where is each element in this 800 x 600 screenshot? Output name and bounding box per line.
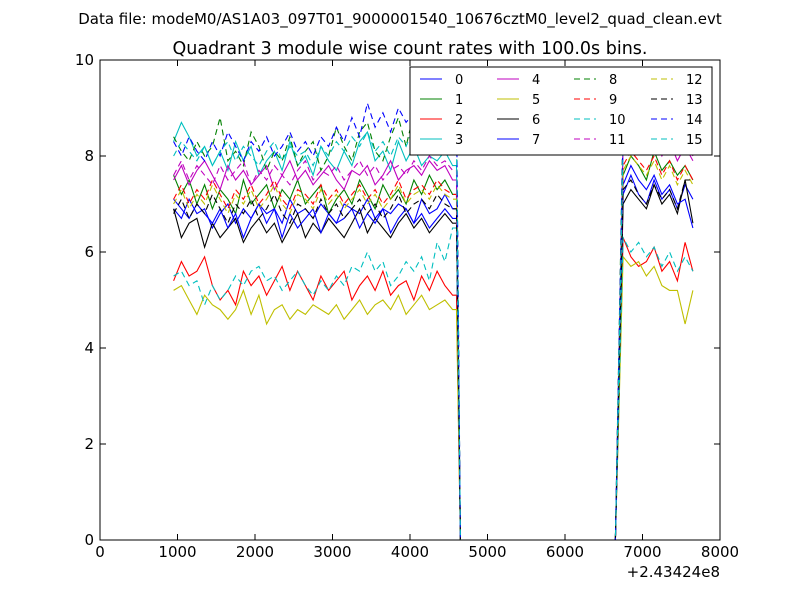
- legend-label-3: 3: [455, 133, 463, 148]
- legend-label-9: 9: [609, 93, 617, 108]
- legend-label-6: 6: [532, 113, 540, 128]
- legend-label-12: 12: [686, 73, 703, 88]
- series-line-9: [173, 150, 694, 540]
- legend-label-5: 5: [532, 93, 540, 108]
- x-tick-label: 2000: [236, 543, 274, 561]
- series-line-11: [173, 126, 694, 540]
- series-line-3: [173, 116, 694, 540]
- series-line-4: [173, 131, 694, 540]
- series-line-5: [173, 255, 694, 540]
- series-line-8: [173, 102, 694, 540]
- y-tick-label: 0: [84, 531, 94, 549]
- legend-label-4: 4: [532, 73, 540, 88]
- data-file-header: Data file: modeM0/AS1A03_097T01_90000015…: [78, 10, 722, 29]
- series-line-10: [173, 227, 694, 540]
- legend-label-1: 1: [455, 93, 463, 108]
- x-tick-label: 1000: [158, 543, 196, 561]
- series-layer: [173, 101, 694, 540]
- legend-label-11: 11: [609, 133, 626, 148]
- x-tick-label: 3000: [313, 543, 351, 561]
- legend-box: [409, 66, 713, 156]
- y-tick-label: 4: [84, 339, 94, 357]
- chart-title: Quadrant 3 module wise count rates with …: [173, 39, 648, 59]
- y-tick-label: 8: [84, 147, 94, 165]
- x-tick-label: 6000: [546, 543, 584, 561]
- legend-label-14: 14: [686, 113, 703, 128]
- x-offset-label: +2.43424e8: [627, 563, 720, 581]
- x-tick-label: 4000: [391, 543, 429, 561]
- x-tick-label: 0: [95, 543, 105, 561]
- legend-label-10: 10: [609, 113, 626, 128]
- y-tick-label: 2: [84, 435, 94, 453]
- legend-label-7: 7: [532, 133, 540, 148]
- series-line-2: [173, 237, 694, 540]
- x-tick-label: 8000: [701, 543, 739, 561]
- series-line-0: [173, 173, 694, 540]
- legend-label-13: 13: [686, 93, 703, 108]
- x-tick-label: 5000: [468, 543, 506, 561]
- series-line-14: [173, 101, 694, 540]
- series-line-15: [173, 116, 694, 540]
- y-tick-label: 10: [75, 51, 94, 69]
- legend-label-8: 8: [609, 73, 617, 88]
- legend-label-15: 15: [686, 133, 703, 148]
- series-line-13: [173, 179, 693, 540]
- y-tick-label: 6: [84, 243, 94, 261]
- legend-label-2: 2: [455, 113, 463, 128]
- series-line-6: [173, 179, 694, 540]
- series-line-7: [173, 164, 694, 540]
- series-line-12: [173, 155, 694, 540]
- x-tick-label: 7000: [623, 543, 661, 561]
- series-line-1: [173, 149, 694, 540]
- x-axis: 0 1000 2000 3000 4000 5000 6000 7000 8000: [95, 60, 739, 561]
- legend-label-0: 0: [455, 73, 463, 88]
